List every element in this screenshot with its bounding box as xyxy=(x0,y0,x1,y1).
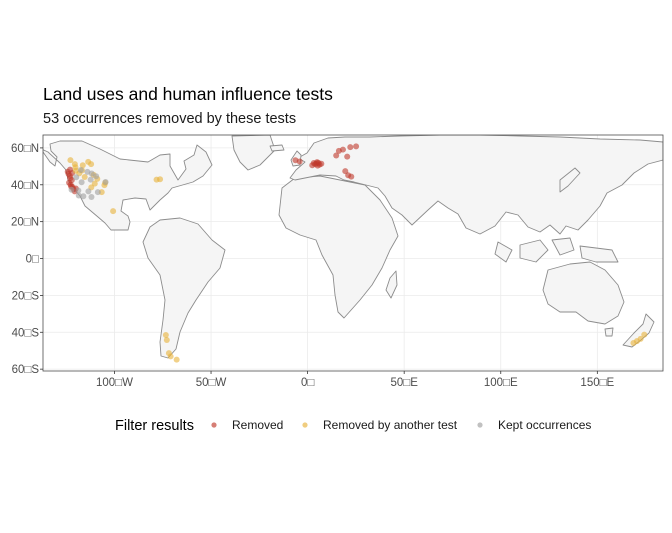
chart-subtitle: 53 occurrences removed by these tests xyxy=(43,111,296,127)
new-zealand-landmass xyxy=(622,313,655,348)
x-axis: 100□W 50□W 0□ 50□E 100□E 150□E xyxy=(96,371,615,389)
occurrence-point-other xyxy=(79,162,86,169)
chart-title: Land uses and human influence tests xyxy=(43,84,333,104)
y-tick-label: 60□N xyxy=(11,143,39,155)
greenland-landmass xyxy=(231,135,276,171)
occurrence-point-other xyxy=(81,174,88,181)
eurasia-landmass xyxy=(289,135,663,235)
occurrence-point-kept xyxy=(102,179,109,186)
x-tick-label: 50□E xyxy=(390,377,418,389)
y-tick-label: 20□S xyxy=(12,290,40,302)
tasmania-landmass xyxy=(604,327,614,337)
y-tick-label: 60□S xyxy=(12,364,40,376)
occurrence-point-kept xyxy=(80,193,87,200)
occurrence-point-kept xyxy=(78,179,85,186)
occurrence-point-removed xyxy=(310,160,317,167)
occurrence-point-kept xyxy=(85,188,92,195)
occurrence-point-other xyxy=(163,337,170,344)
north-america-landmass xyxy=(43,140,213,231)
occurrence-point-removed xyxy=(296,158,303,165)
southeast-asia-islands xyxy=(494,237,619,263)
x-tick-label: 100□E xyxy=(484,377,518,389)
south-america-landmass xyxy=(142,217,226,359)
occurrence-point-removed xyxy=(339,146,346,153)
legend-label-removed: Removed xyxy=(232,418,283,432)
occurrence-point-other xyxy=(157,176,164,183)
map-panel-border xyxy=(42,134,664,372)
occurrence-point-other xyxy=(167,353,174,360)
occurrence-point-kept xyxy=(75,187,82,194)
occurrence-point-removed xyxy=(344,153,351,160)
occurrence-point-removed xyxy=(333,152,340,159)
occurrence-point-other xyxy=(72,167,79,174)
legend-title: Filter results xyxy=(115,418,194,434)
occurrence-point-kept xyxy=(87,176,94,183)
occurrence-point-other xyxy=(88,161,95,168)
occurrence-point-removed xyxy=(348,173,355,180)
y-tick-label: 40□N xyxy=(11,180,39,192)
occurrence-point-removed xyxy=(318,160,325,167)
legend-key-removed xyxy=(211,422,217,428)
x-tick-label: 0□ xyxy=(301,377,314,389)
occurrence-point-other xyxy=(162,332,169,339)
occurrence-points xyxy=(64,143,648,363)
legend-key-other xyxy=(302,422,308,428)
y-tick-label: 20□N xyxy=(11,217,39,229)
australia-landmass xyxy=(542,261,625,325)
occurrence-point-removed xyxy=(342,168,349,175)
landmasses xyxy=(43,135,663,359)
x-tick-label: 150□E xyxy=(580,377,614,389)
occurrence-point-removed xyxy=(67,166,74,173)
madagascar-landmass xyxy=(385,270,398,299)
japan-landmass xyxy=(559,167,581,193)
legend: Filter results Removed Removed by another… xyxy=(115,418,591,434)
y-tick-label: 40□S xyxy=(12,327,40,339)
x-tick-label: 100□W xyxy=(96,377,133,389)
occurrence-point-other xyxy=(630,339,637,346)
occurrence-point-kept xyxy=(73,174,80,181)
occurrence-point-kept xyxy=(88,193,95,200)
occurrence-point-kept xyxy=(93,173,100,180)
legend-label-kept: Kept occurrences xyxy=(498,418,591,432)
occurrence-point-other xyxy=(110,208,117,215)
occurrence-point-other xyxy=(641,331,648,338)
x-tick-label: 50□W xyxy=(196,377,227,389)
occurrence-point-kept xyxy=(77,167,84,174)
occurrence-point-kept xyxy=(68,186,75,193)
occurrence-point-other xyxy=(173,356,180,363)
y-axis: 60□N 40□N 20□N 0□ 20□S 40□S 60□S xyxy=(11,143,43,376)
occurrence-point-removed xyxy=(347,144,354,151)
occurrence-point-kept xyxy=(94,189,101,196)
africa-landmass xyxy=(278,175,399,319)
iceland-landmass xyxy=(269,144,285,152)
occurrence-point-kept xyxy=(75,192,82,199)
occurrence-point-kept xyxy=(88,170,95,177)
y-tick-label: 0□ xyxy=(26,254,39,266)
legend-key-kept xyxy=(477,422,483,428)
occurrence-point-removed xyxy=(353,143,360,150)
legend-label-other: Removed by another test xyxy=(323,418,458,432)
occurrence-point-other xyxy=(67,157,74,164)
